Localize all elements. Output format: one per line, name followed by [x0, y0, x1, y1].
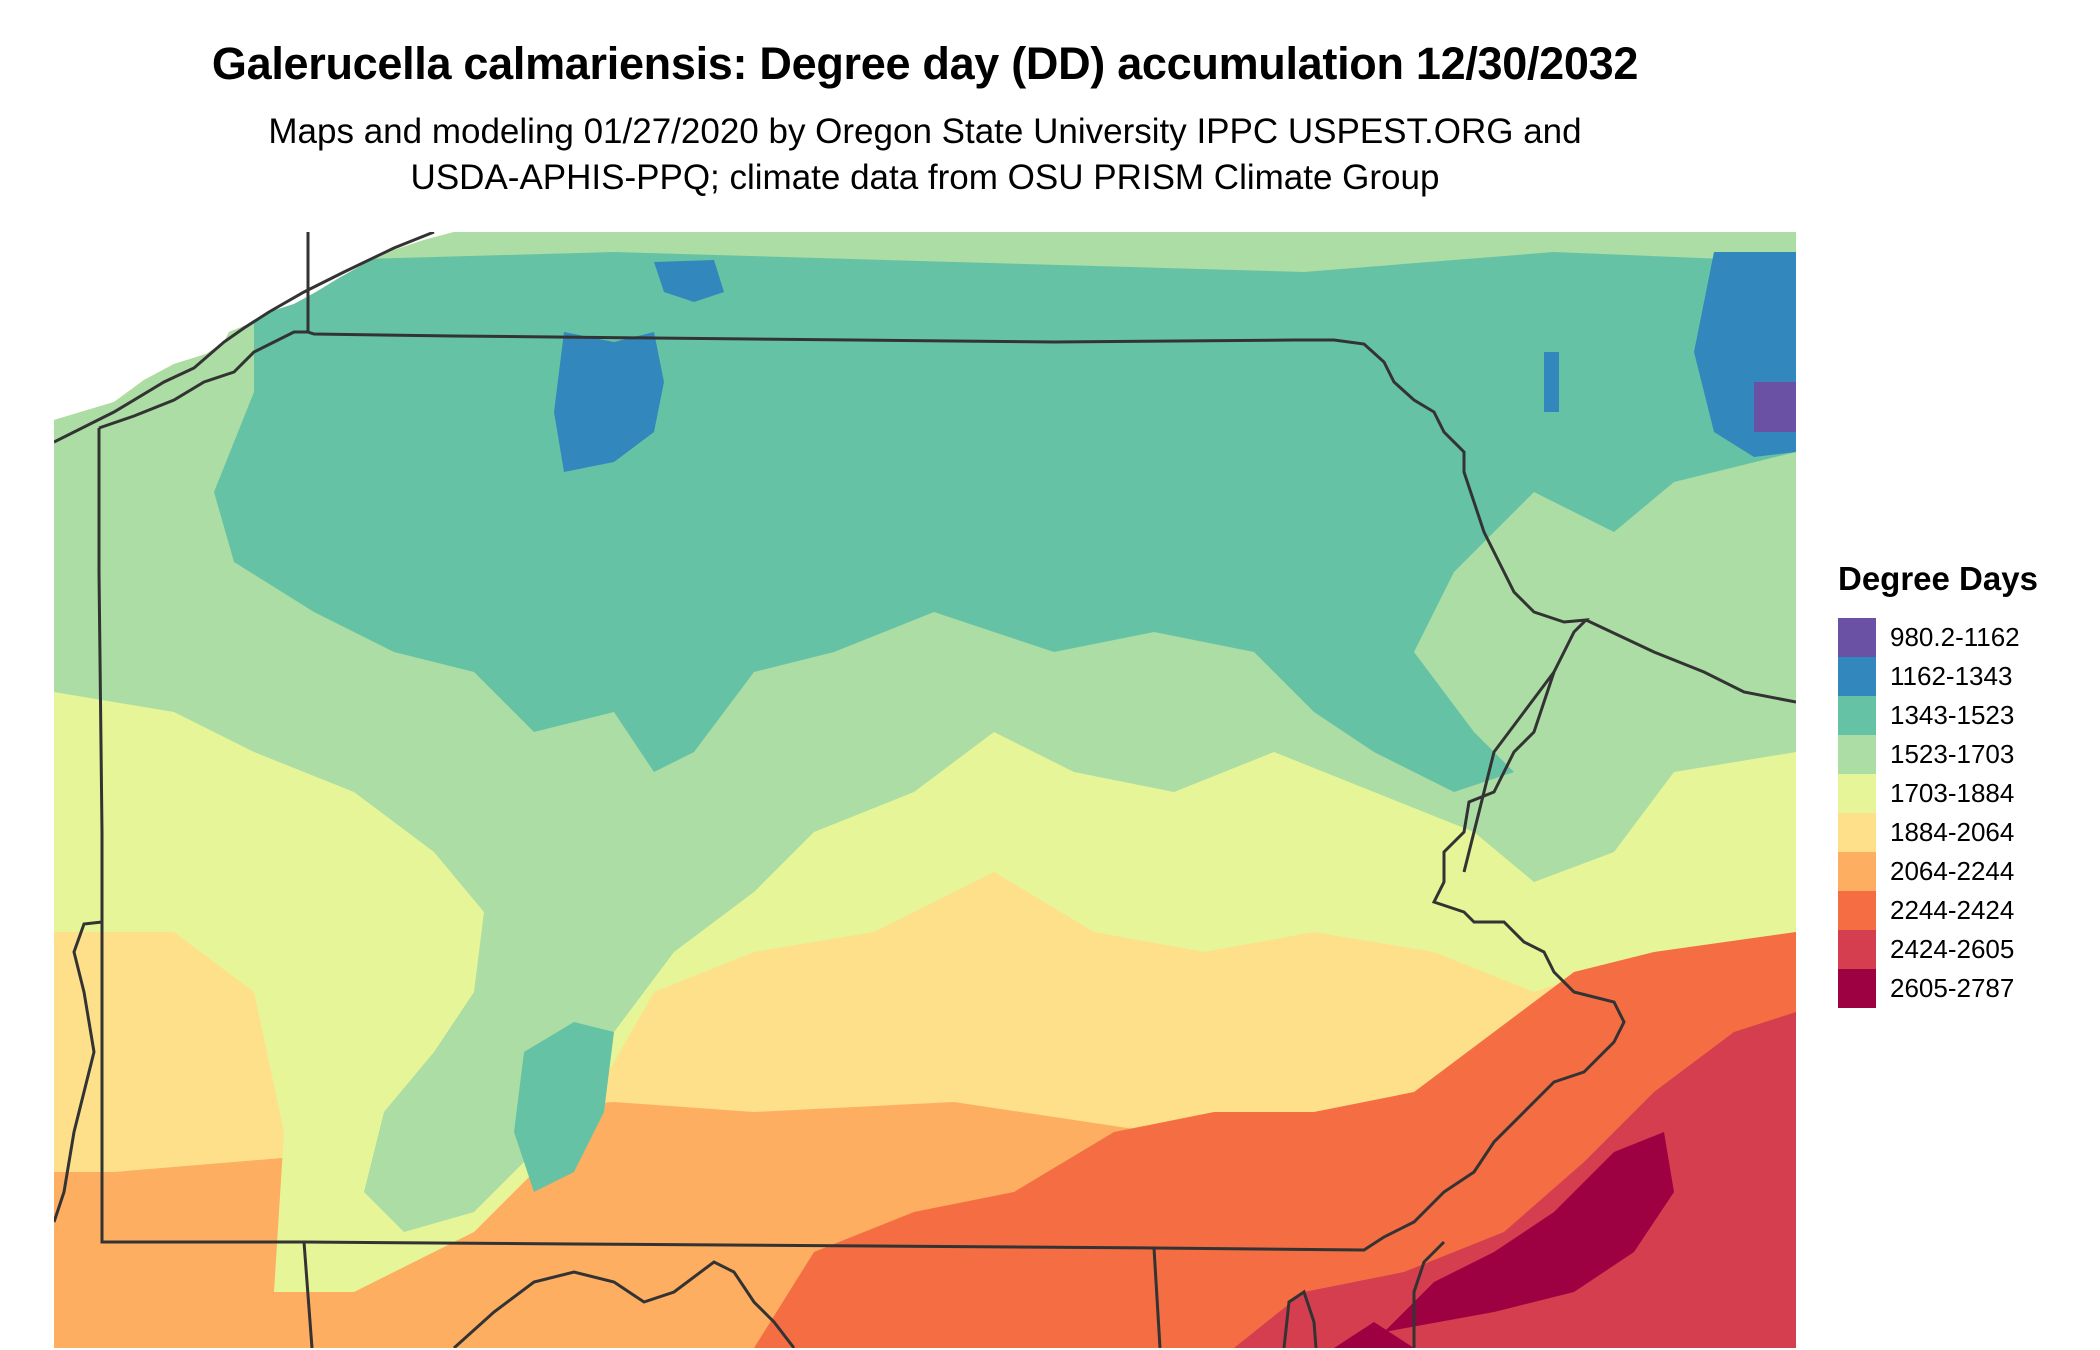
legend-swatch	[1838, 852, 1876, 891]
map-title: Galerucella calmariensis: Degree day (DD…	[211, 38, 1639, 89]
zone-1343-1523-sw	[514, 1022, 614, 1192]
legend-label: 2064-2244	[1890, 856, 2015, 886]
zone-2424-2605	[1234, 1012, 1796, 1348]
legend-item: 2605-2787	[1838, 969, 2038, 1008]
legend-item: 2424-2605	[1838, 930, 2038, 969]
legend-item: 2244-2424	[1838, 891, 2038, 930]
legend-swatch	[1838, 891, 1876, 930]
legend-item: 1523-1703	[1838, 735, 2038, 774]
legend-title: Degree Days	[1838, 560, 2038, 597]
legend-swatch	[1838, 930, 1876, 969]
zone-1162-1343	[554, 332, 664, 472]
legend-label: 1884-2064	[1890, 817, 2015, 847]
legend-item: 1162-1343	[1838, 657, 2038, 696]
legend-label: 1162-1343	[1890, 661, 2013, 691]
state-boundaries	[54, 232, 1796, 1348]
legend-item: 1703-1884	[1838, 774, 2038, 813]
legend-swatch	[1838, 696, 1876, 735]
legend-swatch	[1838, 774, 1876, 813]
legend-label: 2424-2605	[1890, 934, 2015, 964]
map-subtitle-line-1: Maps and modeling 01/27/2020 by Oregon S…	[268, 112, 1582, 151]
legend-swatch	[1838, 969, 1876, 1008]
legend-label: 1343-1523	[1890, 700, 2015, 730]
legend-swatch	[1838, 735, 1876, 774]
degree-day-zones	[54, 232, 1796, 1348]
legend-swatch	[1838, 618, 1876, 657]
legend-label: 980.2-1162	[1890, 622, 2020, 652]
legend-item: 1343-1523	[1838, 696, 2038, 735]
zone-980-1162	[1754, 382, 1796, 432]
zone-2605-2787-b	[1334, 1322, 1414, 1348]
legend-label: 1523-1703	[1890, 739, 2015, 769]
legend-item: 1884-2064	[1838, 813, 2038, 852]
legend-label: 2244-2424	[1890, 895, 2015, 925]
legend-item: 2064-2244	[1838, 852, 2038, 891]
legend-label: 1703-1884	[1890, 778, 2015, 808]
legend-label: 2605-2787	[1890, 973, 2015, 1003]
legend-items: 980.2-1162 1162-1343 1343-1523 1523-1703 170…	[1838, 618, 2038, 1008]
legend-swatch	[1838, 813, 1876, 852]
map-subtitle-line-2: USDA-APHIS-PPQ; climate data from OSU PR…	[410, 158, 1440, 197]
degree-day-map	[54, 232, 1796, 1348]
legend-item: 980.2-1162	[1838, 618, 2038, 657]
legend: Degree Days 980.2-1162 1162-1343 1343-1523…	[1838, 560, 2038, 1008]
zone-1162-1343-c	[1544, 352, 1559, 412]
legend-swatch	[1838, 657, 1876, 696]
zone-2605-2787	[1384, 1132, 1674, 1332]
zone-1162-1343-b	[654, 260, 724, 302]
